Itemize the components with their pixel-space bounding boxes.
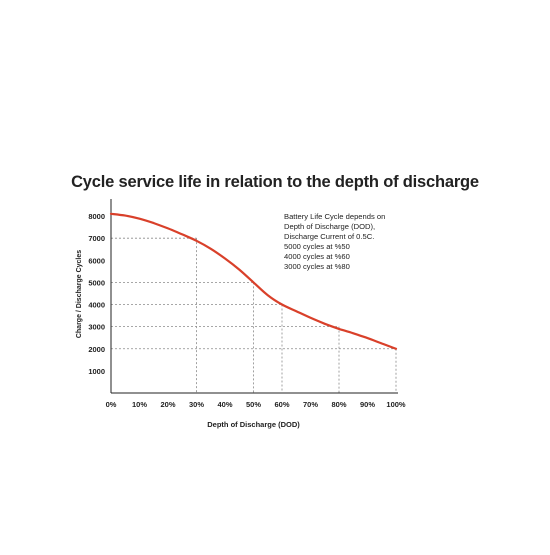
x-tick-label-9: 90%: [360, 400, 375, 409]
x-tick-label-4: 40%: [217, 400, 232, 409]
y-tick-label-7: 8000: [88, 212, 105, 221]
y-tick-label-5: 6000: [88, 256, 105, 265]
x-tick-label-10: 100%: [386, 400, 406, 409]
y-tick-label-6: 7000: [88, 234, 105, 243]
chart-title: Cycle service life in relation to the de…: [71, 173, 479, 191]
x-tick-label-1: 10%: [132, 400, 147, 409]
annotation-line-5: 3000 cycles at %80: [284, 262, 350, 271]
y-tick-label-1: 2000: [88, 345, 105, 354]
annotation-line-2: Discharge Current of 0.5C.: [284, 232, 374, 241]
annotation-line-0: Battery Life Cycle depends on: [284, 212, 385, 221]
y-tick-label-3: 4000: [88, 301, 105, 310]
x-tick-label-0: 0%: [106, 400, 117, 409]
y-tick-label-0: 1000: [88, 367, 105, 376]
annotation-line-3: 5000 cycles at %50: [284, 242, 350, 251]
x-tick-label-5: 50%: [246, 400, 261, 409]
y-tick-label-4: 5000: [88, 278, 105, 287]
x-tick-label-6: 60%: [274, 400, 289, 409]
x-tick-label-7: 70%: [303, 400, 318, 409]
x-axis-label: Depth of Discharge (DOD): [207, 420, 300, 429]
x-tick-label-3: 30%: [189, 400, 204, 409]
annotation-line-4: 4000 cycles at %60: [284, 252, 350, 261]
x-tick-label-2: 20%: [160, 400, 175, 409]
y-tick-label-2: 3000: [88, 323, 105, 332]
series-line-0: [109, 212, 398, 350]
y-axis-label: Charge / Discharge Cycles: [76, 250, 83, 338]
annotation-line-1: Depth of Discharge (DOD),: [284, 222, 375, 231]
x-tick-label-8: 80%: [331, 400, 346, 409]
